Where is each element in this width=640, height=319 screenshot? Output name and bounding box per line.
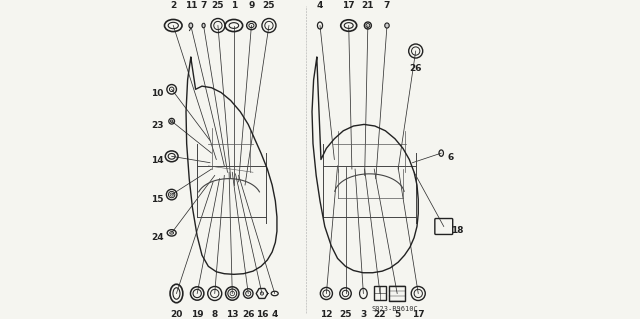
Text: 18: 18 bbox=[451, 226, 464, 235]
Text: 6: 6 bbox=[447, 153, 454, 162]
Bar bbox=[374, 286, 387, 300]
Text: S023-B9610C: S023-B9610C bbox=[372, 306, 419, 312]
Text: 16: 16 bbox=[256, 310, 268, 319]
Text: 17: 17 bbox=[412, 310, 424, 319]
Text: 23: 23 bbox=[151, 121, 164, 130]
Text: 3: 3 bbox=[360, 310, 367, 319]
Text: 5: 5 bbox=[394, 310, 401, 319]
Ellipse shape bbox=[202, 23, 205, 28]
Text: 19: 19 bbox=[191, 310, 204, 319]
Text: 26: 26 bbox=[410, 64, 422, 73]
Text: 8: 8 bbox=[212, 310, 218, 319]
Text: 26: 26 bbox=[242, 310, 255, 319]
Text: 7: 7 bbox=[384, 1, 390, 10]
Text: 20: 20 bbox=[170, 310, 182, 319]
Text: 7: 7 bbox=[200, 1, 207, 10]
Text: 22: 22 bbox=[374, 310, 386, 319]
Text: 9: 9 bbox=[248, 1, 255, 10]
Ellipse shape bbox=[385, 23, 389, 28]
Text: 1: 1 bbox=[231, 1, 237, 10]
Text: 15: 15 bbox=[151, 195, 164, 204]
Bar bbox=[389, 286, 406, 301]
Text: 4: 4 bbox=[317, 1, 323, 10]
Text: 14: 14 bbox=[151, 156, 164, 165]
Text: 11: 11 bbox=[184, 1, 197, 10]
Ellipse shape bbox=[189, 23, 193, 28]
Text: 4: 4 bbox=[271, 310, 278, 319]
Text: 12: 12 bbox=[320, 310, 333, 319]
Text: 2: 2 bbox=[170, 1, 177, 10]
Text: 25: 25 bbox=[339, 310, 352, 319]
Text: 25: 25 bbox=[212, 1, 224, 10]
Text: 13: 13 bbox=[226, 310, 239, 319]
Text: 10: 10 bbox=[151, 89, 164, 98]
Text: 21: 21 bbox=[362, 1, 374, 10]
Text: 24: 24 bbox=[151, 233, 164, 242]
Text: 17: 17 bbox=[342, 1, 355, 10]
Text: 25: 25 bbox=[262, 1, 275, 10]
